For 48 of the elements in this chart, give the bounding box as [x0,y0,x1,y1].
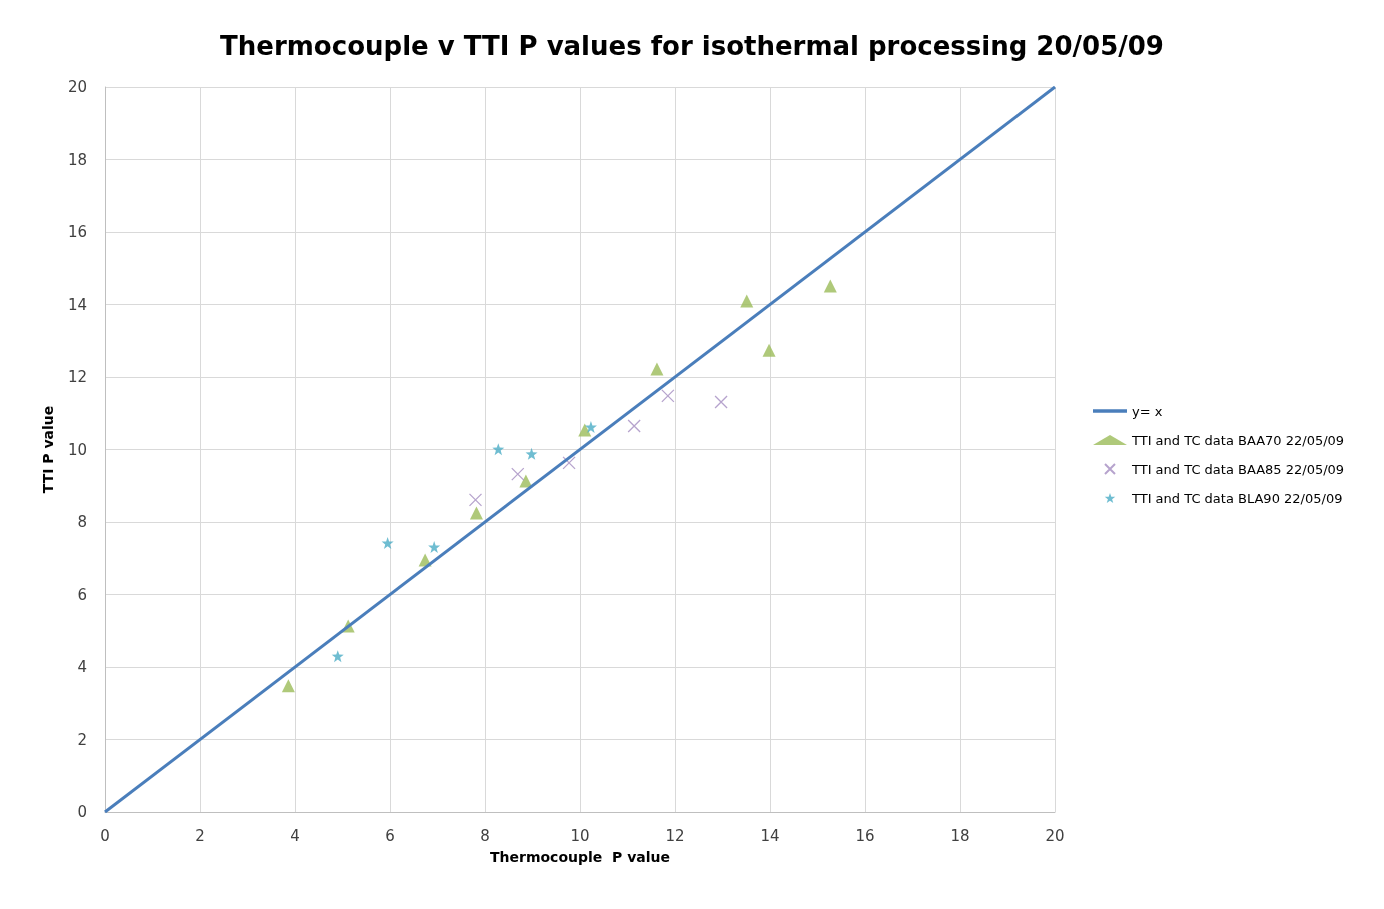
y-tick-label: 6 [77,585,87,604]
y-tick-label: 0 [77,803,87,821]
x-tick-label: 10 [570,826,590,845]
y-tick-label: 12 [67,368,87,386]
point [331,650,344,663]
y-tick-label: 10 [67,440,87,459]
point [469,506,483,520]
x-tick-label: 18 [950,826,970,845]
point [650,362,664,376]
x-tick-label: 0 [100,826,110,845]
point [661,389,675,403]
x-axis-title: Thermocouple P value [489,849,671,865]
y-tick-label: 14 [67,295,87,314]
point [492,443,505,456]
x-tick-label: 14 [760,826,780,845]
point [714,395,728,409]
point [511,467,525,481]
legend-label: y= x [1132,403,1163,419]
point [762,343,776,357]
point [823,279,837,293]
point [519,474,533,488]
y-tick-label: 4 [77,658,87,676]
y-tick-label: 8 [77,513,87,531]
point [562,456,576,470]
legend-label: TTI and TC data BLA90 22/05/09 [1131,490,1343,506]
x-tick-label: 4 [290,826,300,845]
x-tick-label: 12 [665,826,685,845]
point [627,419,641,433]
point [281,679,295,693]
y-tick-label: 16 [67,223,87,241]
chart-title: Thermocouple v TTI P values for isothermal processing 20/05/09 [220,31,1164,61]
x-tick-label: 16 [855,826,875,845]
x-tick-label: 6 [385,826,395,845]
y-tick-label: 2 [77,730,87,749]
point [584,421,597,434]
x-tick-label: 2 [195,826,205,845]
legend-label: TTI and TC data BAA85 22/05/09 [1131,461,1345,477]
point [740,294,754,308]
y-tick-label: 20 [67,78,87,96]
legend-label: TTI and TC data BAA70 22/05/09 [1131,432,1345,448]
y-tick-label: 18 [67,150,87,169]
point [468,493,483,507]
point [381,537,394,550]
y-axis-title: TTI P value [40,405,56,494]
x-tick-label: 8 [480,826,490,845]
point [428,541,441,554]
x-tick-label: 20 [1045,826,1065,845]
point [525,447,538,460]
